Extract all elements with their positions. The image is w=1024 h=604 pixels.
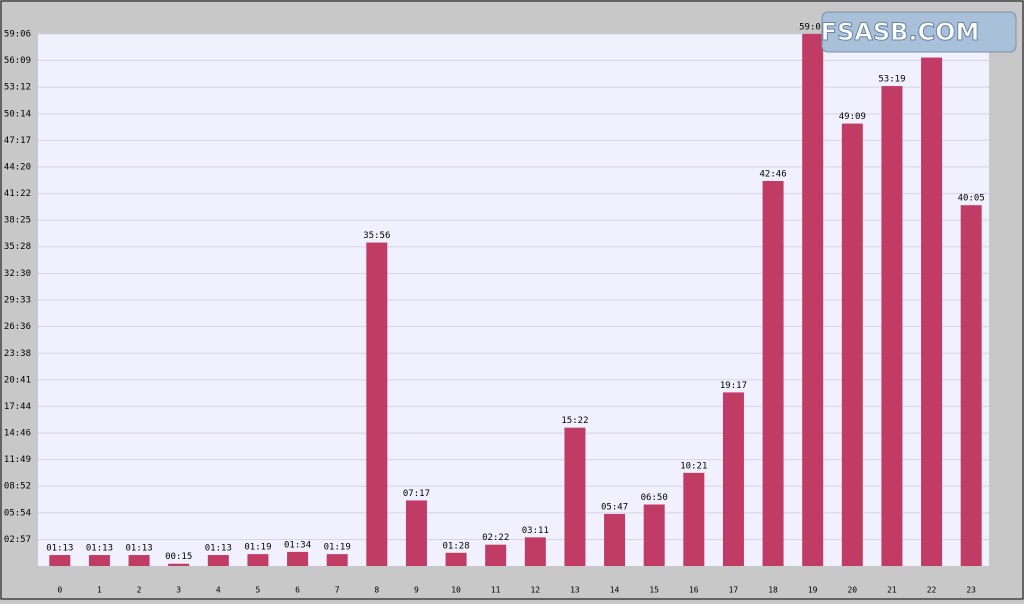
bar [168, 563, 190, 566]
bar [921, 57, 943, 566]
x-tick-label: 14 [610, 586, 620, 595]
x-tick-label: 8 [374, 586, 379, 595]
bar [287, 551, 309, 566]
y-tick-label: 29:33 [4, 296, 31, 306]
data-label: 10:21 [680, 461, 707, 471]
data-label: 01:19 [324, 543, 351, 553]
bar [881, 86, 903, 566]
data-label: 01:13 [86, 544, 113, 554]
y-tick-label: 14:46 [4, 429, 31, 439]
bar [762, 181, 784, 566]
chart-layer: 02:57 05:54 08:52 11:49 14:46 17:44 20:41 23:38… [4, 22, 989, 595]
x-tick-label: 2 [137, 586, 142, 595]
bar [88, 555, 110, 566]
data-label: 01:13 [126, 544, 153, 554]
bar [366, 242, 388, 567]
x-tick-label: 9 [414, 586, 419, 595]
data-label: 42:46 [760, 170, 787, 180]
data-label: 01:34 [284, 540, 311, 550]
data-label: 40:05 [958, 194, 985, 204]
x-tick-label: 18 [768, 586, 778, 595]
y-tick-label: 20:41 [4, 375, 31, 385]
y-tick-label: 08:52 [4, 482, 31, 492]
x-tick-label: 15 [649, 586, 659, 595]
x-tick-label: 5 [256, 586, 261, 595]
y-tick-label: 35:28 [4, 242, 31, 252]
data-label: 01:19 [244, 543, 271, 553]
x-tick-label: 11 [491, 586, 501, 595]
y-tick-label: 23:38 [4, 349, 31, 359]
y-tick-label: 02:57 [4, 535, 31, 545]
x-tick-label: 12 [530, 586, 540, 595]
y-tick-label: 47:17 [4, 136, 31, 146]
x-tick-label: 0 [57, 586, 62, 595]
x-tick-label: 20 [847, 586, 857, 595]
data-label: 02:22 [482, 533, 509, 543]
data-label: 03:11 [522, 526, 549, 536]
bar [722, 392, 744, 566]
bar [643, 504, 665, 566]
x-tick-label: 16 [689, 586, 699, 595]
bar [524, 537, 546, 566]
y-tick-label: 05:54 [4, 508, 31, 518]
x-tick-label: 22 [927, 586, 937, 595]
y-tick-label: 59:06 [4, 30, 31, 40]
x-tick-label: 6 [295, 586, 300, 595]
logo: FSASB.COM [820, 11, 1017, 53]
data-label: 35:56 [363, 231, 390, 241]
y-tick-label: 26:36 [4, 322, 31, 332]
x-tick-label: 1 [97, 586, 102, 595]
x-tick-label: 7 [335, 586, 340, 595]
x-tick-label: 4 [216, 586, 221, 595]
bar [960, 205, 982, 566]
x-tick-label: 17 [729, 586, 739, 595]
bar [326, 554, 348, 566]
x-tick-label: 3 [176, 586, 181, 595]
x-tick-label: 10 [451, 586, 461, 595]
x-tick-label: 21 [887, 586, 897, 595]
data-label: 01:13 [46, 544, 73, 554]
data-label: 07:17 [403, 489, 430, 499]
data-label: 15:22 [561, 416, 588, 426]
bar [485, 544, 507, 566]
bar [405, 500, 427, 566]
data-label: 06:50 [641, 493, 668, 503]
y-tick-label: 32:30 [4, 269, 31, 279]
y-tick-label: 44:20 [4, 162, 31, 172]
y-tick-label: 17:44 [4, 402, 31, 412]
bar [604, 513, 626, 566]
bar [49, 555, 71, 566]
y-tick-label: 56:09 [4, 56, 31, 66]
data-label: 01:28 [443, 541, 470, 551]
data-label: 05:47 [601, 502, 628, 512]
logo-text: FSASB.COM [821, 18, 980, 46]
x-tick-label: 19 [808, 586, 818, 595]
y-tick-label: 38:25 [4, 216, 31, 226]
data-label: 00:15 [165, 552, 192, 562]
data-label: 53:19 [878, 75, 905, 85]
bar [247, 554, 269, 566]
bar [841, 123, 863, 566]
y-tick-label: 11:49 [4, 455, 31, 465]
y-tick-label: 53:12 [4, 83, 31, 93]
x-tick-label: 23 [966, 586, 976, 595]
y-tick-label: 41:22 [4, 189, 31, 199]
x-tick-label: 13 [570, 586, 580, 595]
y-tick-label: 50:14 [4, 109, 31, 119]
bar [207, 555, 229, 566]
bar [683, 472, 705, 566]
data-label: 49:09 [839, 112, 866, 122]
data-label: 01:13 [205, 544, 232, 554]
data-label: 19:17 [720, 381, 747, 391]
bar [802, 33, 824, 566]
bar [564, 427, 586, 566]
bar [128, 555, 150, 566]
bar [445, 552, 467, 566]
logo-box [821, 11, 1017, 53]
data-label: 59:07 [799, 22, 826, 32]
